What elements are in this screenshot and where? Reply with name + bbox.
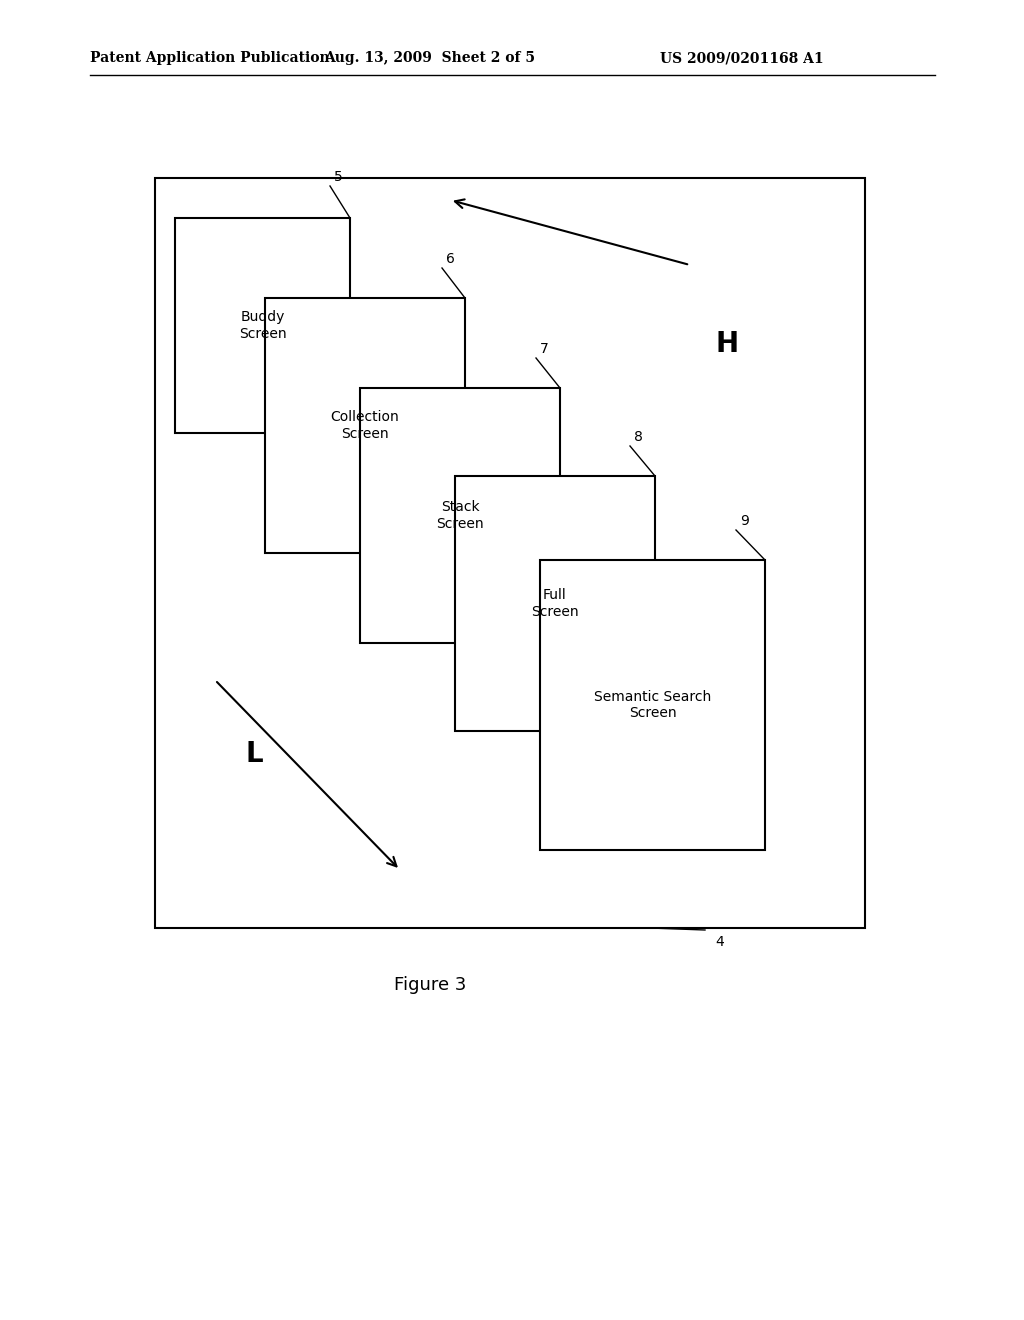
Bar — [455, 477, 655, 731]
Bar — [265, 298, 465, 553]
Text: Aug. 13, 2009  Sheet 2 of 5: Aug. 13, 2009 Sheet 2 of 5 — [325, 51, 536, 65]
Text: Semantic Search
Screen: Semantic Search Screen — [594, 690, 711, 721]
Text: 8: 8 — [634, 430, 643, 444]
Bar — [360, 388, 560, 643]
Text: 9: 9 — [740, 513, 749, 528]
Bar — [540, 560, 765, 850]
Text: Full
Screen: Full Screen — [531, 589, 579, 619]
Text: 5: 5 — [334, 170, 343, 183]
Text: Stack
Screen: Stack Screen — [436, 500, 483, 531]
Bar — [155, 178, 865, 928]
Text: H: H — [715, 330, 738, 358]
Text: 6: 6 — [446, 252, 455, 267]
Text: US 2009/0201168 A1: US 2009/0201168 A1 — [660, 51, 823, 65]
Text: Buddy
Screen: Buddy Screen — [239, 310, 287, 341]
Text: Patent Application Publication: Patent Application Publication — [90, 51, 330, 65]
Text: 7: 7 — [540, 342, 549, 356]
Text: L: L — [245, 741, 262, 768]
Bar — [175, 218, 350, 433]
Text: Figure 3: Figure 3 — [394, 975, 466, 994]
Text: 4: 4 — [715, 935, 724, 949]
Text: Collection
Screen: Collection Screen — [331, 411, 399, 441]
